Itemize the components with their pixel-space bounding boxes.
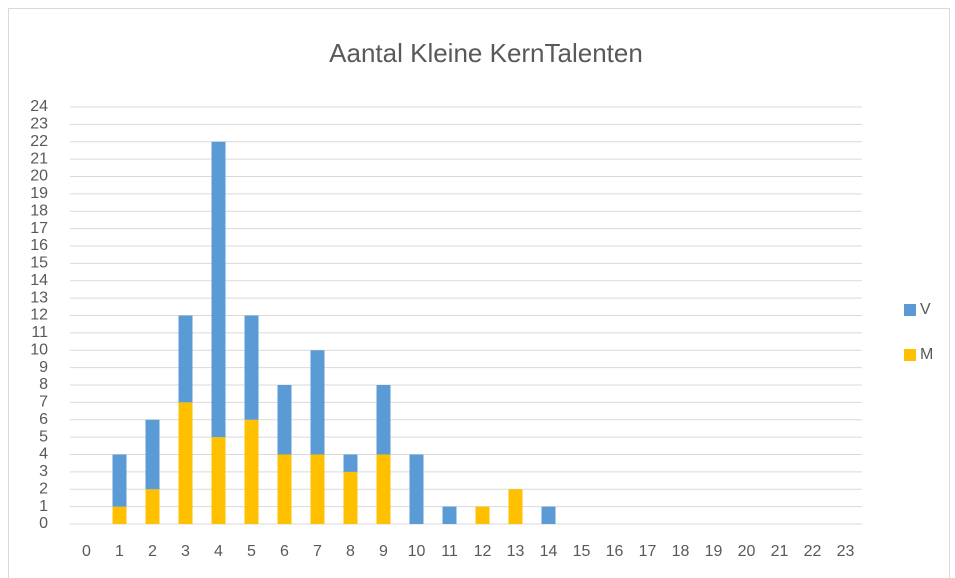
bar-segment [112,454,127,507]
bar-segment [277,385,292,455]
x-tick-label: 15 [573,543,591,560]
y-tick-label: 23 [30,116,48,133]
bar-segment [343,454,358,472]
x-tick-label: 13 [507,543,525,560]
x-tick-label: 23 [837,543,855,560]
x-tick-label: 10 [408,543,426,560]
bar-segment [409,454,424,524]
y-tick-label: 16 [30,237,48,254]
x-tick-label: 0 [82,543,91,560]
chart-frame [8,8,950,578]
bar-segment [112,506,127,524]
bar-segment [376,454,391,524]
bar-segment [244,315,259,420]
x-tick-label: 14 [540,543,558,560]
x-tick-label: 20 [738,543,756,560]
y-tick-label: 6 [39,411,48,428]
y-tick-label: 9 [39,359,48,376]
x-tick-label: 21 [771,543,789,560]
bar-segment [145,489,160,524]
y-tick-label: 22 [30,133,48,150]
x-tick-label: 22 [804,543,822,560]
y-tick-label: 15 [30,255,48,272]
y-tick-label: 21 [30,150,48,167]
bar-segment [211,141,226,438]
bar-segment [376,385,391,455]
legend-label: V [920,301,931,318]
y-tick-label: 7 [39,394,48,411]
y-tick-label: 24 [30,98,48,115]
y-tick-label: 13 [30,289,48,306]
bar-segment [178,402,193,524]
y-tick-label: 5 [39,428,48,445]
x-tick-label: 11 [441,543,458,560]
legend-label: M [920,346,933,363]
x-tick-label: 12 [474,543,492,560]
y-tick-label: 20 [30,168,48,185]
x-tick-label: 6 [280,543,289,560]
x-tick-label: 16 [606,543,624,560]
y-tick-label: 3 [39,463,48,480]
bar-segment [145,419,160,490]
x-tick-label: 5 [247,543,256,560]
bar-segment [310,350,325,455]
y-tick-label: 4 [39,446,48,463]
y-tick-label: 1 [39,498,48,515]
x-tick-label: 17 [639,543,657,560]
x-tick-label: 9 [379,543,388,560]
y-tick-label: 11 [31,324,48,341]
y-tick-label: 19 [30,185,48,202]
bar-segment [541,506,556,524]
y-tick-label: 0 [39,515,48,532]
y-tick-label: 12 [30,307,48,324]
bar-segment [178,315,193,403]
bar-segment [277,454,292,524]
y-tick-label: 10 [30,341,48,358]
x-tick-label: 3 [181,543,190,560]
y-tick-label: 18 [30,202,48,219]
y-tick-label: 2 [39,480,48,497]
x-tick-label: 7 [313,543,322,560]
x-tick-label: 2 [148,543,157,560]
bar-segment [343,471,358,524]
x-tick-label: 4 [214,543,223,560]
bar-segment [442,506,457,524]
x-tick-label: 8 [346,543,355,560]
x-tick-label: 1 [115,543,124,560]
chart-title: Aantal Kleine KernTalenten [329,38,643,68]
legend-swatch [904,349,916,361]
bar-segment [211,437,226,524]
y-tick-label: 14 [30,272,48,289]
x-tick-label: 19 [705,543,723,560]
x-tick-label: 18 [672,543,690,560]
y-tick-label: 8 [39,376,48,393]
bar-segment [475,506,490,524]
y-tick-label: 17 [30,220,48,237]
bar-segment [244,419,259,524]
legend-swatch [904,304,916,316]
bar-segment [508,489,523,524]
bar-segment [310,454,325,524]
